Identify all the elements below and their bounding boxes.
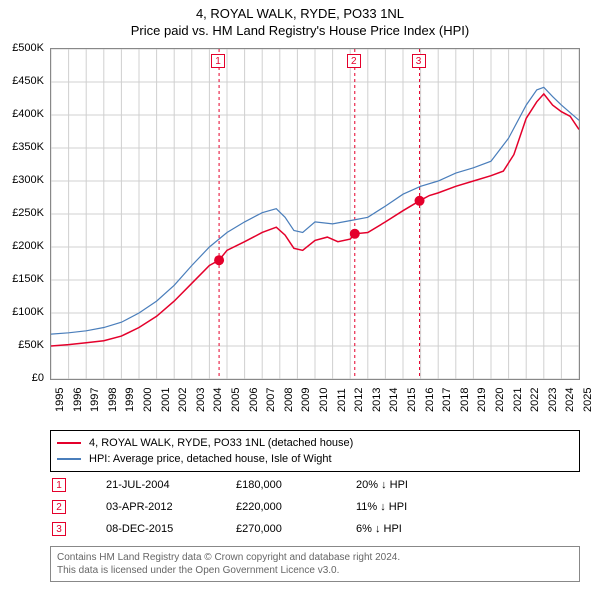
x-tick-label: 2020 xyxy=(494,388,506,412)
y-tick-label: £250K xyxy=(12,207,44,219)
event-price: £180,000 xyxy=(236,479,356,491)
event-date: 21-JUL-2004 xyxy=(106,479,236,491)
x-tick-label: 2007 xyxy=(265,388,277,412)
x-tick-label: 2015 xyxy=(406,388,418,412)
x-tick-label: 2009 xyxy=(300,388,312,412)
event-row: 3 08-DEC-2015 £270,000 6% ↓ HPI xyxy=(50,518,580,540)
event-price: £220,000 xyxy=(236,501,356,513)
x-tick-label: 2023 xyxy=(547,388,559,412)
legend-label: HPI: Average price, detached house, Isle… xyxy=(89,453,332,465)
x-tick-label: 1998 xyxy=(107,388,119,412)
event-row: 2 03-APR-2012 £220,000 11% ↓ HPI xyxy=(50,496,580,518)
x-tick-label: 2022 xyxy=(529,388,541,412)
x-tick-label: 2021 xyxy=(512,388,524,412)
x-tick-label: 1996 xyxy=(72,388,84,412)
y-tick-label: £350K xyxy=(12,141,44,153)
event-diff: 6% ↓ HPI xyxy=(356,523,402,535)
x-tick-label: 2005 xyxy=(230,388,242,412)
legend-item: 4, ROYAL WALK, RYDE, PO33 1NL (detached … xyxy=(57,435,573,451)
event-diff: 20% ↓ HPI xyxy=(356,479,408,491)
x-tick-label: 2013 xyxy=(371,388,383,412)
y-tick-label: £150K xyxy=(12,273,44,285)
x-tick-label: 2003 xyxy=(195,388,207,412)
event-marker-icon: 1 xyxy=(52,478,66,492)
chart-svg xyxy=(51,49,579,379)
footer-line-2: This data is licensed under the Open Gov… xyxy=(57,564,573,577)
y-tick-label: £300K xyxy=(12,174,44,186)
title-line-2: Price paid vs. HM Land Registry's House … xyxy=(0,23,600,40)
footer-line-1: Contains HM Land Registry data © Crown c… xyxy=(57,551,573,564)
chart-marker-box: 2 xyxy=(347,54,361,68)
x-tick-label: 2019 xyxy=(476,388,488,412)
chart-marker-box: 1 xyxy=(211,54,225,68)
x-tick-label: 2011 xyxy=(336,388,348,412)
chart-title: 4, ROYAL WALK, RYDE, PO33 1NL Price paid… xyxy=(0,0,600,40)
title-line-1: 4, ROYAL WALK, RYDE, PO33 1NL xyxy=(0,6,600,23)
y-tick-label: £400K xyxy=(12,108,44,120)
y-tick-label: £200K xyxy=(12,240,44,252)
event-marker-icon: 2 xyxy=(52,500,66,514)
y-tick-label: £50K xyxy=(18,339,44,351)
event-diff: 11% ↓ HPI xyxy=(356,501,407,513)
x-tick-label: 2010 xyxy=(318,388,330,412)
legend-item: HPI: Average price, detached house, Isle… xyxy=(57,451,573,467)
chart-plot-area xyxy=(50,48,580,380)
y-tick-label: £0 xyxy=(32,372,44,384)
y-tick-label: £500K xyxy=(12,42,44,54)
x-tick-label: 2014 xyxy=(388,388,400,412)
x-tick-label: 2024 xyxy=(564,388,576,412)
event-date: 03-APR-2012 xyxy=(106,501,236,513)
x-tick-label: 2000 xyxy=(142,388,154,412)
x-tick-label: 2025 xyxy=(582,388,594,412)
x-tick-label: 1999 xyxy=(124,388,136,412)
legend-label: 4, ROYAL WALK, RYDE, PO33 1NL (detached … xyxy=(89,437,353,449)
footer-licence: Contains HM Land Registry data © Crown c… xyxy=(50,546,580,582)
x-tick-label: 2001 xyxy=(160,388,172,412)
legend-swatch xyxy=(57,442,81,444)
event-marker-icon: 3 xyxy=(52,522,66,536)
legend-swatch xyxy=(57,458,81,460)
x-tick-label: 2006 xyxy=(248,388,260,412)
x-tick-label: 2008 xyxy=(283,388,295,412)
events-table: 1 21-JUL-2004 £180,000 20% ↓ HPI 2 03-AP… xyxy=(50,474,580,540)
y-tick-label: £450K xyxy=(12,75,44,87)
chart-marker-box: 3 xyxy=(412,54,426,68)
event-row: 1 21-JUL-2004 £180,000 20% ↓ HPI xyxy=(50,474,580,496)
x-tick-label: 2002 xyxy=(177,388,189,412)
legend: 4, ROYAL WALK, RYDE, PO33 1NL (detached … xyxy=(50,430,580,472)
x-tick-label: 2016 xyxy=(424,388,436,412)
x-tick-label: 2017 xyxy=(441,388,453,412)
x-tick-label: 2018 xyxy=(459,388,471,412)
x-tick-label: 1995 xyxy=(54,388,66,412)
x-tick-label: 1997 xyxy=(89,388,101,412)
y-tick-label: £100K xyxy=(12,306,44,318)
x-tick-label: 2012 xyxy=(353,388,365,412)
event-price: £270,000 xyxy=(236,523,356,535)
chart-container: 4, ROYAL WALK, RYDE, PO33 1NL Price paid… xyxy=(0,0,600,590)
event-date: 08-DEC-2015 xyxy=(106,523,236,535)
x-tick-label: 2004 xyxy=(212,388,224,412)
